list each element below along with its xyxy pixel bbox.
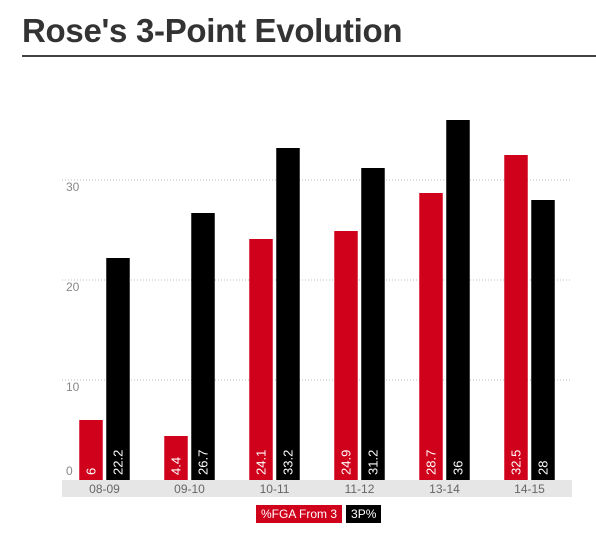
bar — [249, 239, 273, 480]
bar-value-label: 24.1 — [254, 450, 269, 475]
chart-title: Rose's 3-Point Evolution — [22, 12, 403, 49]
y-tick-label: 10 — [66, 380, 80, 394]
y-tick-label: 0 — [66, 464, 73, 478]
bar-value-label: 26.7 — [196, 450, 211, 475]
x-tick-label: 14-15 — [514, 482, 545, 496]
bar-value-label: 28 — [536, 461, 551, 475]
x-tick-label: 10-11 — [260, 482, 290, 496]
bar — [79, 420, 103, 480]
bar-value-label: 31.2 — [366, 450, 381, 475]
bar-value-label: 28.7 — [424, 450, 439, 475]
bar — [191, 213, 215, 480]
x-tick-label: 13-14 — [429, 482, 460, 496]
bar — [446, 120, 470, 480]
bar-value-label: 33.2 — [281, 450, 296, 475]
bar-value-label: 24.9 — [339, 450, 354, 475]
bar-value-label: 36 — [451, 461, 466, 475]
bar — [419, 193, 443, 480]
x-tick-label: 09-10 — [174, 482, 205, 496]
bar-value-label: 4.4 — [169, 457, 184, 475]
legend-item-fga-from-3: %FGA From 3 — [256, 505, 343, 523]
bar-value-label: 6 — [84, 468, 99, 475]
y-tick-label: 30 — [66, 180, 80, 194]
x-tick-label: 11-12 — [345, 482, 375, 496]
x-axis-band — [62, 480, 572, 497]
bar — [334, 231, 358, 480]
bar-value-label: 22.2 — [111, 450, 126, 475]
legend-item-3p-pct: 3P% — [346, 505, 382, 523]
bar — [164, 436, 188, 480]
bar — [361, 168, 385, 480]
bar — [531, 200, 555, 480]
legend: %FGA From 3 3P% — [256, 505, 382, 523]
y-tick-label: 20 — [66, 280, 80, 294]
title-divider — [22, 55, 596, 57]
x-tick-label: 08-09 — [89, 482, 120, 496]
bar — [504, 155, 528, 480]
bar — [106, 258, 130, 480]
bar-value-label: 32.5 — [509, 450, 524, 475]
bar — [276, 148, 300, 480]
